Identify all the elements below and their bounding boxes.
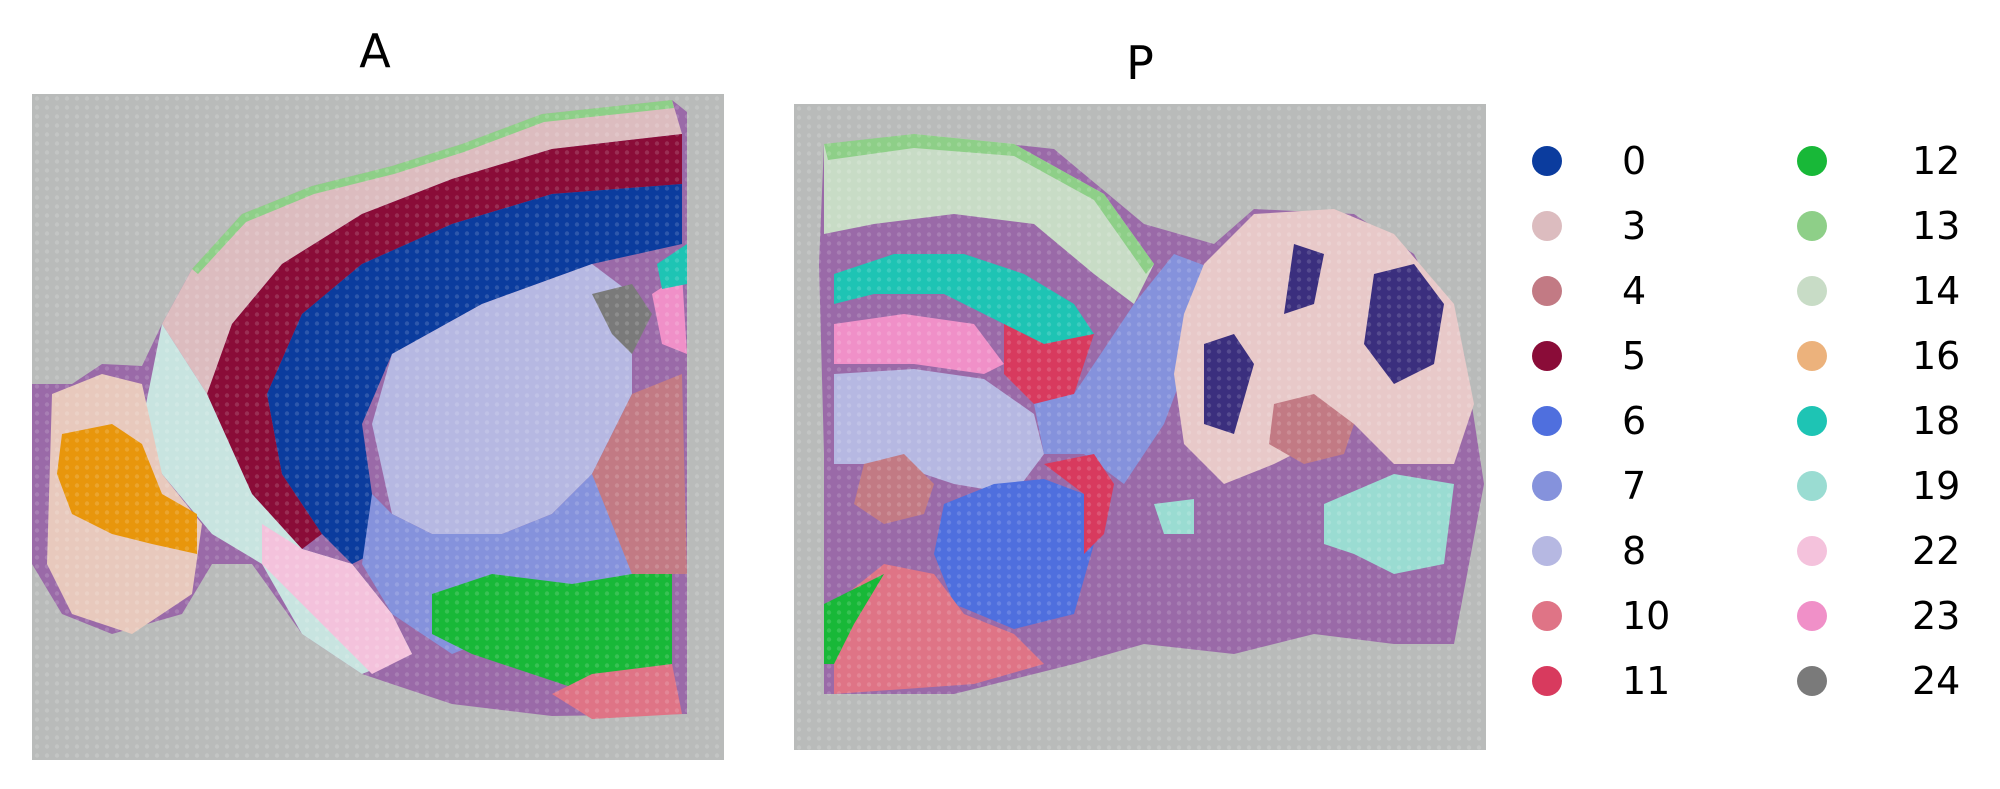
legend-label: 10 xyxy=(1622,594,1671,638)
panel-title-a: A xyxy=(359,24,391,78)
spot-texture-p xyxy=(794,104,1486,750)
legend-marker xyxy=(1532,211,1562,241)
legend-item: 14 xyxy=(1797,269,2000,313)
panel-title-p: P xyxy=(1126,36,1154,90)
legend-label: 7 xyxy=(1622,464,1647,508)
legend-label: 18 xyxy=(1912,399,1961,443)
legend-marker xyxy=(1532,536,1562,566)
legend-marker xyxy=(1797,666,1827,696)
legend-label: 12 xyxy=(1912,139,1961,183)
legend-marker xyxy=(1532,666,1562,696)
legend-label: 23 xyxy=(1912,594,1961,638)
legend-label: 3 xyxy=(1622,204,1647,248)
legend-marker xyxy=(1797,146,1827,176)
legend-item: 10 xyxy=(1532,594,1742,638)
legend-label: 14 xyxy=(1912,269,1961,313)
legend-label: 6 xyxy=(1622,399,1647,443)
tissue-image-a xyxy=(32,94,724,760)
legend-marker xyxy=(1797,536,1827,566)
legend-item: 4 xyxy=(1532,269,1742,313)
legend-item: 7 xyxy=(1532,464,1742,508)
legend-marker xyxy=(1532,406,1562,436)
legend-item: 0 xyxy=(1532,139,1742,183)
legend-label: 16 xyxy=(1912,334,1961,378)
legend-marker xyxy=(1532,146,1562,176)
legend-marker xyxy=(1797,341,1827,371)
legend-marker xyxy=(1797,276,1827,306)
legend-item: 5 xyxy=(1532,334,1742,378)
legend-label: 24 xyxy=(1912,659,1961,703)
legend-marker xyxy=(1532,341,1562,371)
legend-item: 12 xyxy=(1797,139,2000,183)
legend-item: 22 xyxy=(1797,529,2000,573)
legend-item: 23 xyxy=(1797,594,2000,638)
legend-item: 6 xyxy=(1532,399,1742,443)
legend-label: 11 xyxy=(1622,659,1671,703)
legend-item: 11 xyxy=(1532,659,1742,703)
legend-marker xyxy=(1797,601,1827,631)
legend-label: 4 xyxy=(1622,269,1647,313)
legend-marker xyxy=(1797,211,1827,241)
legend-marker xyxy=(1532,471,1562,501)
legend-label: 19 xyxy=(1912,464,1961,508)
legend-item: 24 xyxy=(1797,659,2000,703)
legend-item: 3 xyxy=(1532,204,1742,248)
legend-marker xyxy=(1797,471,1827,501)
legend-label: 13 xyxy=(1912,204,1961,248)
legend-label: 5 xyxy=(1622,334,1647,378)
legend-label: 22 xyxy=(1912,529,1961,573)
legend-marker xyxy=(1532,276,1562,306)
legend-label: 0 xyxy=(1622,139,1647,183)
legend-marker xyxy=(1797,406,1827,436)
legend-item: 16 xyxy=(1797,334,2000,378)
tissue-image-p xyxy=(794,104,1486,750)
legend-marker xyxy=(1532,601,1562,631)
legend-item: 8 xyxy=(1532,529,1742,573)
spot-texture-a xyxy=(32,94,724,760)
legend-item: 18 xyxy=(1797,399,2000,443)
legend-label: 8 xyxy=(1622,529,1647,573)
legend-item: 13 xyxy=(1797,204,2000,248)
legend-item: 19 xyxy=(1797,464,2000,508)
